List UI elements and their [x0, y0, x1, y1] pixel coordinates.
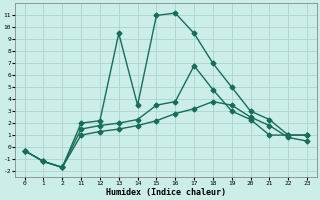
X-axis label: Humidex (Indice chaleur): Humidex (Indice chaleur) [106, 188, 226, 197]
